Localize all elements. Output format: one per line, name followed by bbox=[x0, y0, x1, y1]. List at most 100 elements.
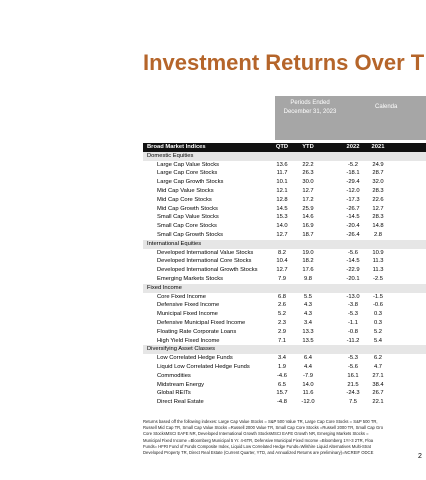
page-number: 2 bbox=[418, 453, 422, 460]
data-row: Direct Real Estate -4.8 -12.0 7.5 22.1 bbox=[143, 398, 426, 407]
data-row: Low Correlated Hedge Funds 3.4 6.4 -5.3 6.2 bbox=[143, 354, 426, 363]
data-row: Developed International Core Stocks 10.4 1… bbox=[143, 257, 426, 266]
footnote: Returns based off the following indexes:… bbox=[143, 419, 383, 456]
column-header: 2022 bbox=[346, 144, 360, 150]
cell-label: Small Cap Growth Stocks bbox=[157, 232, 224, 238]
cell-value: -4.8 bbox=[277, 399, 287, 406]
cell-label: Liquid Low Correlated Hedge Funds bbox=[157, 364, 250, 370]
cell-value: 12.7 bbox=[276, 267, 288, 274]
cell-value: 4.3 bbox=[303, 311, 313, 318]
data-row: Defensive Municipal Fixed Income 2.3 3.4 -1… bbox=[143, 319, 426, 328]
cell-value: -14.5 bbox=[346, 258, 360, 265]
cell-value: 17.2 bbox=[302, 196, 314, 203]
cell-label: Municipal Fixed Income bbox=[157, 311, 218, 318]
cell-value: 6.5 bbox=[277, 381, 287, 388]
cell-label: Core Fixed Income bbox=[157, 293, 206, 300]
cell-label: Developed International Core Stocks bbox=[157, 258, 252, 265]
cell-value: -20.1 bbox=[346, 276, 360, 282]
cell-value: 2.8 bbox=[373, 232, 383, 238]
cell-value: -24.3 bbox=[346, 390, 360, 397]
cell-value: -12.0 bbox=[346, 188, 360, 194]
column-header: Broad Market Indices bbox=[147, 144, 206, 150]
cell-label: Mid Cap Value Stocks bbox=[157, 188, 214, 194]
cell-label: Midstream Energy bbox=[157, 381, 205, 388]
footnote-line: Developed Property TR, Direct Real Estat… bbox=[143, 450, 374, 456]
footnote-line: Core StocksMSCI EAFE NR, Developed Inter… bbox=[143, 431, 369, 437]
cell-value: 14.6 bbox=[302, 214, 314, 221]
data-row: Large Cap Value Stocks 13.6 22.2 -5.2 24.9 bbox=[143, 161, 426, 170]
cell-label: Commodities bbox=[157, 372, 191, 379]
cell-value: 4.7 bbox=[373, 364, 383, 370]
cell-value: 7.9 bbox=[277, 276, 287, 282]
section-name: Fixed Income bbox=[147, 284, 182, 291]
cell-label: High Yield Fixed Income bbox=[157, 337, 220, 344]
cell-label: Small Cap Value Stocks bbox=[157, 214, 219, 221]
cell-value: 4.4 bbox=[303, 364, 313, 370]
data-row: Global REITs 15.7 11.6 -24.3 26.7 bbox=[143, 389, 426, 398]
cell-value: 15.3 bbox=[276, 214, 288, 221]
cell-value: -5.6 bbox=[348, 364, 358, 370]
cell-value: 17.6 bbox=[302, 267, 314, 274]
cell-label: Large Cap Core Stocks bbox=[157, 170, 218, 177]
cell-value: -22.9 bbox=[346, 267, 360, 274]
cell-label: Defensive Municipal Fixed Income bbox=[157, 320, 246, 326]
data-row: Core Fixed Income 6.8 5.5 -13.0 -1.5 bbox=[143, 293, 426, 302]
cell-value: -20.4 bbox=[346, 223, 360, 230]
section-row: International Equities bbox=[143, 239, 426, 249]
column-header: 2021 bbox=[371, 144, 385, 150]
cell-value: 5.5 bbox=[303, 293, 313, 300]
cell-value: -1.1 bbox=[348, 320, 358, 326]
cell-value: -26.7 bbox=[346, 205, 360, 212]
cell-value: -2.5 bbox=[373, 276, 383, 282]
footnote-line: Municipal Fixed Income =Bloomberg Munici… bbox=[143, 437, 374, 443]
cell-value: 8.2 bbox=[277, 249, 287, 256]
data-row: Large Cap Core Stocks 11.7 26.3 -18.1 28.7 bbox=[143, 169, 426, 178]
cell-value: 19.0 bbox=[302, 249, 314, 256]
cell-value: -29.4 bbox=[346, 179, 360, 186]
data-row: Mid Cap Core Stocks 12.8 17.2 -17.3 22.6 bbox=[143, 196, 426, 205]
cell-value: -18.1 bbox=[346, 170, 360, 177]
cell-value: 24.9 bbox=[372, 161, 384, 168]
cell-value: -14.5 bbox=[346, 214, 360, 221]
cell-label: Large Cap Growth Stocks bbox=[157, 179, 224, 186]
cell-value: 28.3 bbox=[372, 214, 384, 221]
cell-value: -3.8 bbox=[348, 302, 358, 309]
cell-value: 3.4 bbox=[277, 355, 287, 362]
data-row: Developed International Growth Stocks 12.… bbox=[143, 266, 426, 275]
cell-value: 13.5 bbox=[302, 337, 314, 344]
footnote-line: Russell Mid Cap TR, Small Cap Value Stoc… bbox=[143, 425, 384, 431]
cell-value: -17.3 bbox=[346, 196, 360, 203]
title: Investment Returns Over T bbox=[143, 50, 425, 75]
cell-value: 0.3 bbox=[373, 311, 383, 318]
cell-value: -0.6 bbox=[373, 302, 383, 309]
data-row: Small Cap Core Stocks 14.0 16.9 -20.4 14.8 bbox=[143, 222, 426, 231]
cell-value: 21.5 bbox=[347, 381, 359, 388]
cell-value: -7.9 bbox=[303, 372, 313, 379]
cell-value: 16.1 bbox=[347, 372, 359, 379]
cell-value: 13.6 bbox=[276, 161, 288, 168]
cell-value: -5.3 bbox=[348, 355, 358, 362]
cell-value: 28.7 bbox=[372, 170, 384, 177]
column-header: QTD bbox=[275, 144, 289, 150]
cell-value: 10.4 bbox=[276, 258, 288, 265]
cell-label: Defensive Fixed Income bbox=[157, 302, 220, 309]
calendar-header: Calenda bbox=[345, 96, 426, 140]
cell-value: 6.4 bbox=[303, 355, 313, 362]
cell-label: Mid Cap Core Stocks bbox=[157, 196, 212, 203]
footnote-line: Funds= HFRI Fund of Funds Composite Inde… bbox=[143, 443, 371, 449]
cell-label: Low Correlated Hedge Funds bbox=[157, 355, 233, 362]
cell-label: Mid Cap Growth Stocks bbox=[157, 205, 218, 212]
cell-label: Floating Rate Corporate Loans bbox=[157, 328, 237, 335]
cell-value: 28.3 bbox=[372, 188, 384, 194]
cell-value: 14.5 bbox=[276, 205, 288, 212]
section-name: Diversifying Asset Classes bbox=[147, 346, 215, 353]
cell-value: 38.4 bbox=[372, 381, 384, 388]
cell-value: 16.9 bbox=[302, 223, 314, 230]
section-row: Domestic Equities bbox=[143, 151, 426, 161]
data-row: Mid Cap Growth Stocks 14.5 25.9 -26.7 12.7 bbox=[143, 205, 426, 214]
cell-value: 14.0 bbox=[276, 223, 288, 230]
cell-value: 4.3 bbox=[303, 302, 313, 309]
cell-value: 22.6 bbox=[372, 196, 384, 203]
cell-value: 2.6 bbox=[277, 302, 287, 309]
data-row: Defensive Fixed Income 2.6 4.3 -3.8 -0.6 bbox=[143, 301, 426, 310]
